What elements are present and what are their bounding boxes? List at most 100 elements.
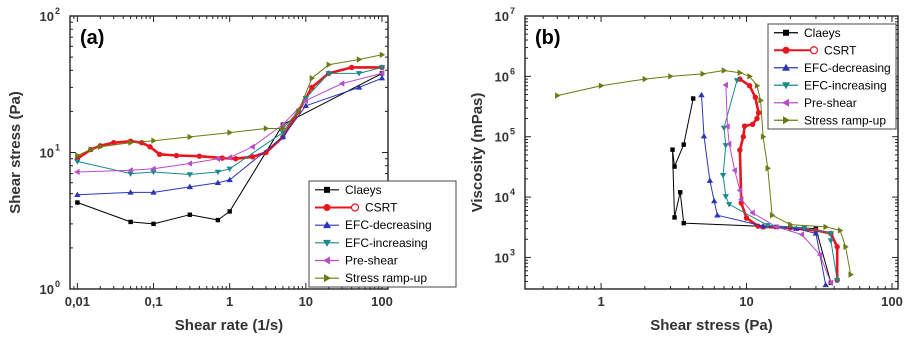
data-point: [749, 209, 755, 216]
data-point: [348, 64, 355, 71]
data-point: [754, 115, 760, 122]
data-point: [249, 143, 255, 151]
data-point: [186, 183, 194, 190]
legend-item: CSRT: [315, 201, 398, 215]
data-point: [279, 133, 287, 140]
data-point: [598, 82, 605, 89]
legend: Claeys CSRT EFC-decreasing EFC-increasing Pr…: [308, 180, 457, 288]
x-tick-label: 1: [597, 294, 604, 309]
data-point: [186, 172, 194, 178]
data-point: [227, 129, 233, 136]
legend-item: EFC-increasing: [774, 78, 887, 92]
legend-marker: [323, 221, 331, 229]
series-efc-decreasing: [74, 75, 386, 197]
data-point: [75, 200, 80, 205]
x-tick-label: 10: [739, 294, 753, 309]
series-line: [77, 77, 383, 196]
data-point: [74, 159, 81, 165]
x-axis-label: Shear rate (1/s): [175, 317, 283, 334]
data-point: [147, 144, 153, 150]
data-point: [752, 94, 759, 100]
legend-label: CSRT: [824, 43, 857, 57]
data-point: [769, 212, 776, 219]
data-point: [827, 238, 835, 244]
legend-item: Claeys: [315, 183, 382, 197]
y-tick-exponent: 7: [510, 6, 515, 16]
y-tick-label: 10: [495, 190, 509, 205]
data-point: [378, 70, 385, 77]
data-point: [111, 139, 117, 146]
x-tick-label: 0,01: [65, 294, 90, 309]
data-point: [379, 51, 386, 58]
legend-box: [767, 23, 897, 130]
plot-frame: [524, 15, 899, 290]
data-point: [672, 164, 677, 169]
data-point: [226, 176, 233, 183]
data-point: [156, 151, 163, 158]
data-point: [302, 102, 310, 108]
data-point: [698, 91, 705, 98]
y-tick-exponent: 6: [510, 66, 515, 76]
legend-label: Stress ramp-up: [345, 271, 427, 285]
data-point: [754, 82, 761, 89]
data-point: [733, 78, 741, 84]
series-stress-ramp-up: [555, 67, 854, 278]
y-tick-label: 10: [495, 9, 509, 24]
data-point: [173, 152, 180, 159]
data-point: [98, 143, 104, 151]
data-point: [263, 125, 270, 132]
data-point: [279, 130, 287, 136]
legend-label: CSRT: [365, 201, 398, 215]
series-stress-ramp-up: [75, 51, 386, 159]
y-tick-label: 10: [495, 69, 509, 84]
data-point: [691, 96, 696, 101]
data-point: [725, 140, 732, 148]
tick-marks: [69, 15, 388, 290]
data-point: [736, 187, 743, 194]
legend-marker: [782, 46, 790, 54]
data-point: [738, 196, 744, 203]
panel-label: (b): [535, 27, 561, 49]
legend-marker: [324, 186, 330, 193]
legend-label: EFC-increasing: [804, 78, 887, 92]
x-tick-label: 1: [226, 294, 233, 309]
legend-item: Pre-shear: [315, 254, 398, 268]
y-axis-label: Shear stress (Pa): [7, 91, 24, 214]
data-point: [743, 215, 750, 221]
data-point: [773, 223, 779, 231]
legend-label: Stress ramp-up: [804, 113, 886, 127]
legend-marker: [323, 204, 331, 211]
y-tick-exponent: 3: [510, 247, 515, 257]
legend-label: EFC-decreasing: [345, 218, 432, 232]
data-point: [187, 212, 193, 217]
data-point: [233, 156, 239, 162]
data-point: [816, 251, 823, 259]
data-point: [214, 155, 221, 162]
data-point: [215, 217, 221, 223]
legend-label: Pre-shear: [345, 254, 398, 268]
data-point: [758, 97, 764, 104]
legend-marker: [323, 239, 331, 247]
data-point: [128, 139, 134, 146]
legend-box: [308, 180, 457, 288]
data-point: [127, 167, 133, 174]
data-point: [75, 152, 81, 159]
data-point: [706, 177, 714, 183]
data-point: [338, 80, 345, 87]
data-point: [725, 202, 733, 208]
series-efc-decreasing: [698, 91, 829, 288]
series-pre-shear: [722, 81, 834, 287]
x-axis-label: Shear stress (Pa): [650, 317, 773, 334]
data-point: [150, 189, 157, 195]
data-point: [186, 160, 193, 167]
data-point: [837, 227, 844, 234]
legend-marker: [782, 82, 790, 90]
legend-item: EFC-decreasing: [315, 218, 432, 232]
legend-label: EFC-decreasing: [804, 61, 891, 75]
data-point: [214, 169, 222, 176]
series-line: [77, 54, 383, 156]
data-point: [848, 271, 854, 278]
data-point: [827, 231, 835, 237]
series-efc-increasing: [74, 65, 386, 178]
